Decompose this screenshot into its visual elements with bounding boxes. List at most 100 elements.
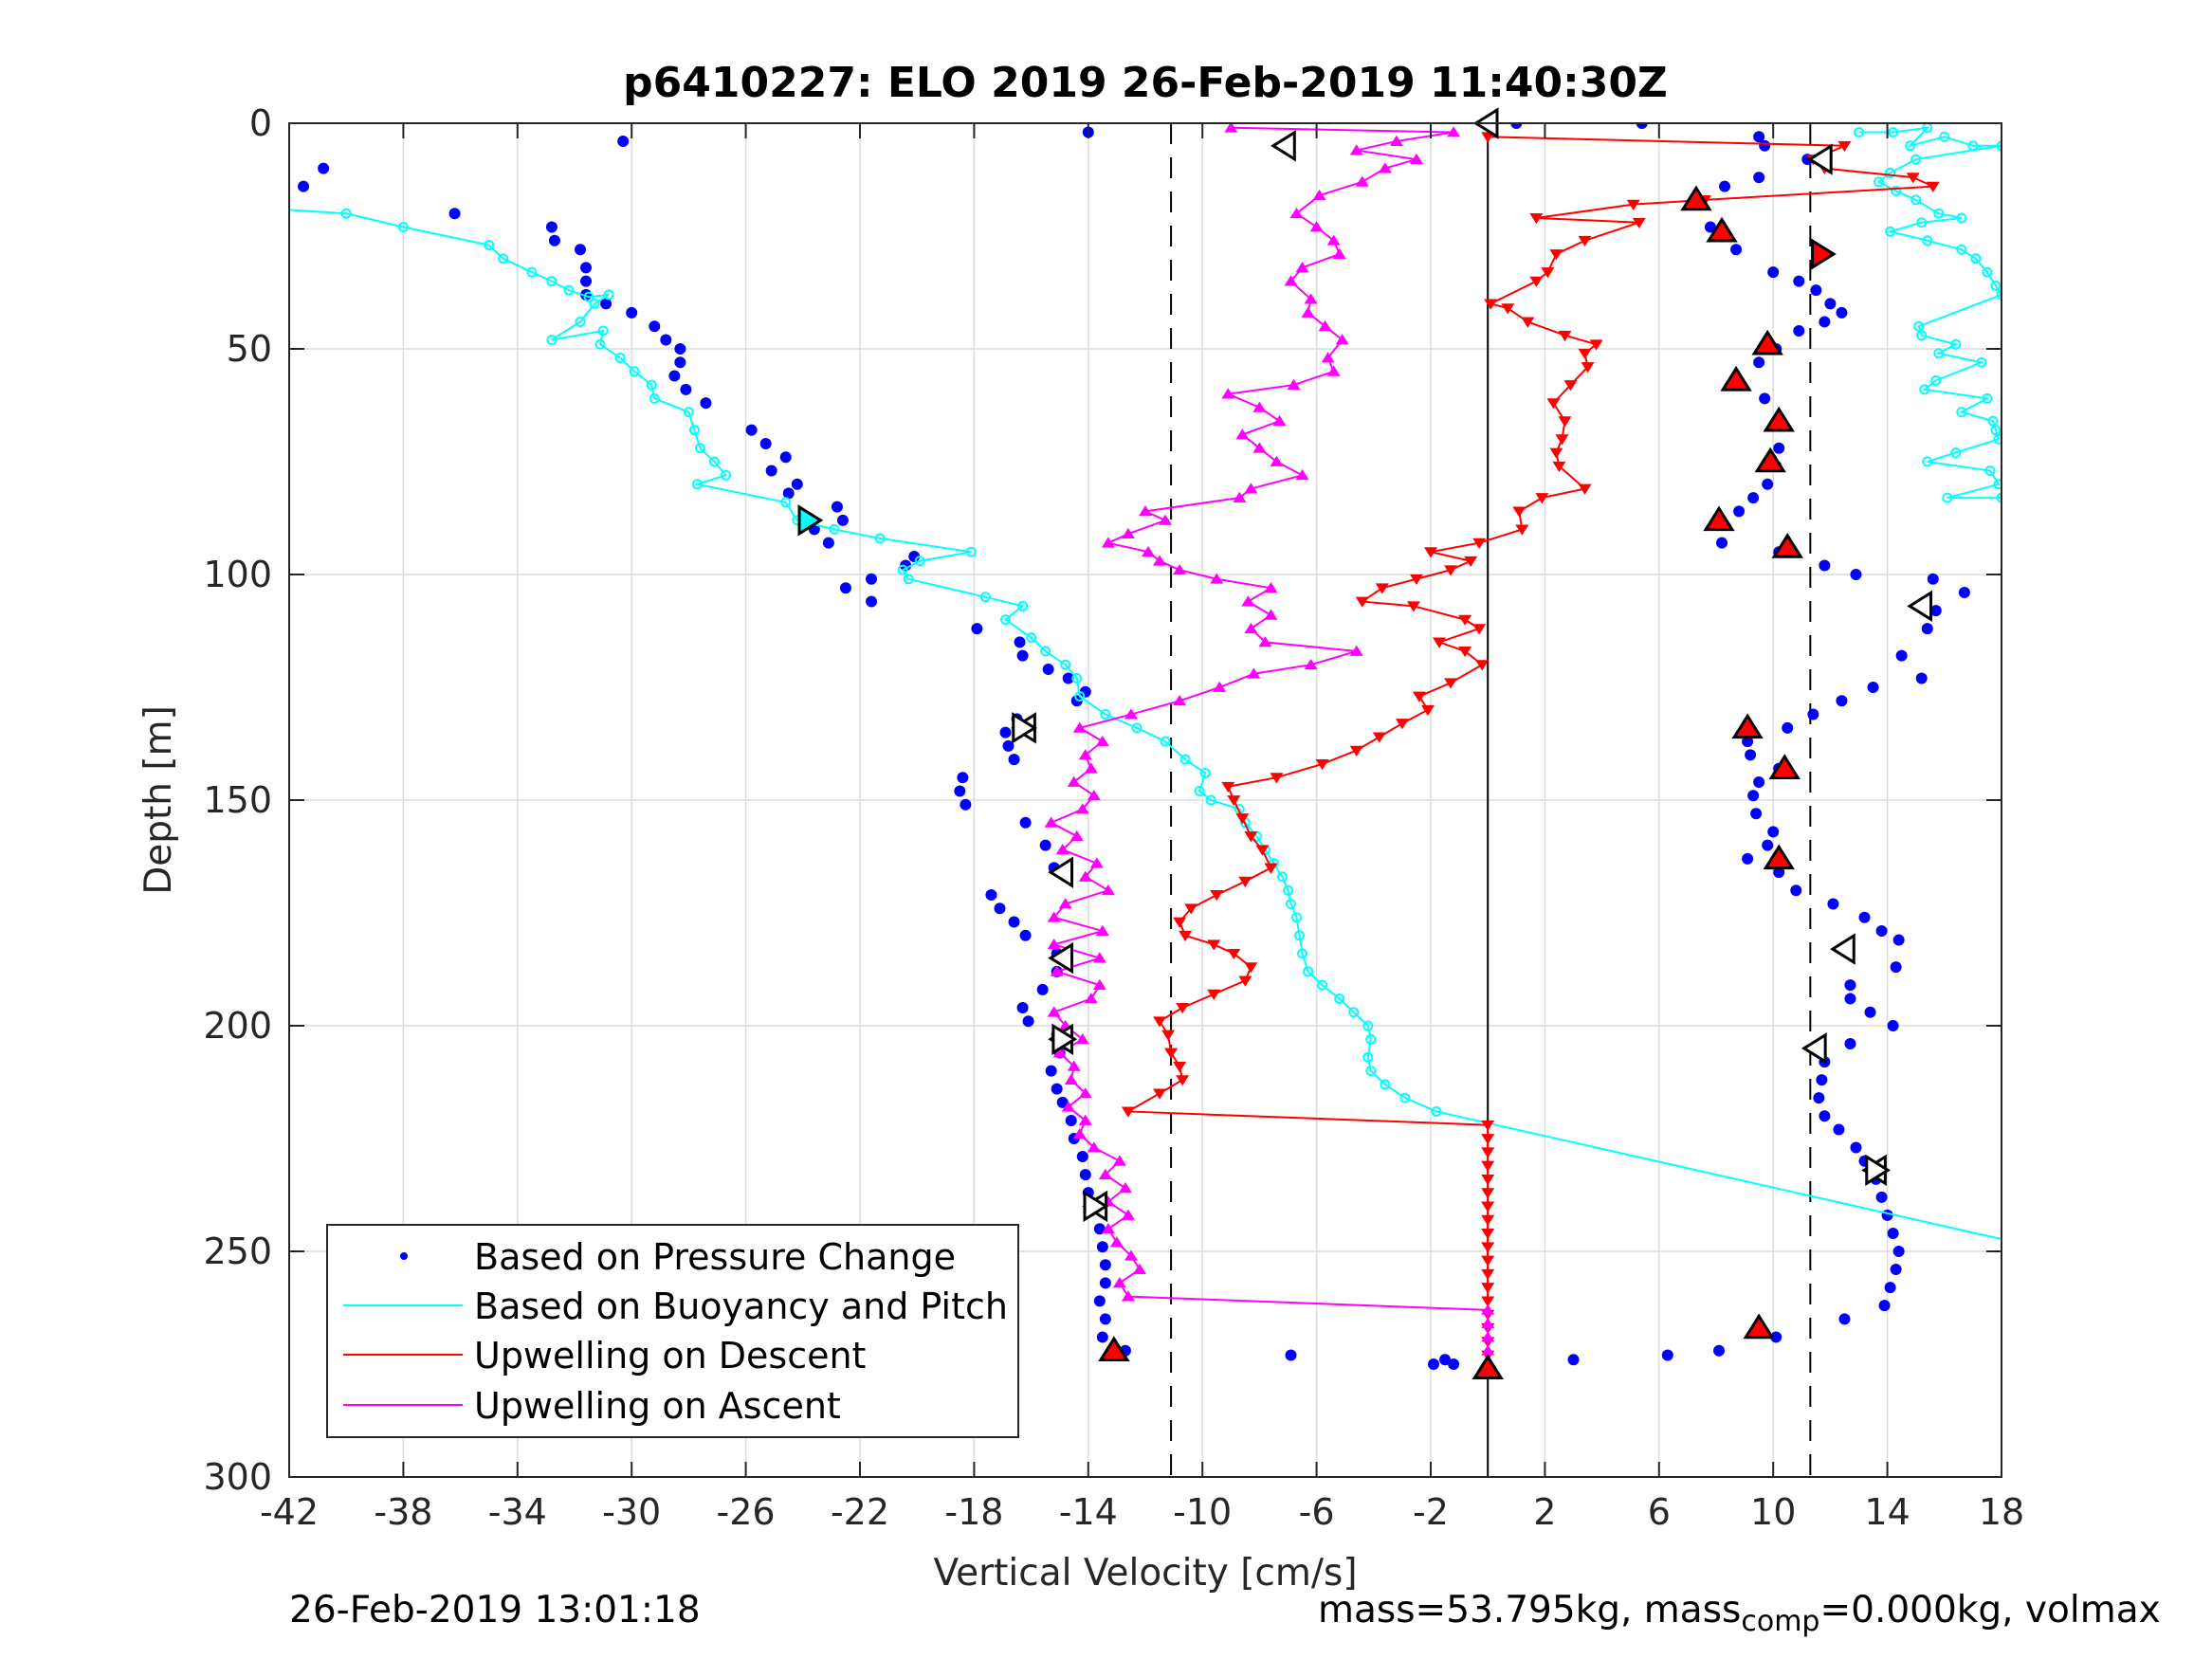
data-point <box>600 298 612 310</box>
data-point <box>1874 176 1885 188</box>
data-point <box>1326 234 1341 246</box>
legend-label-pressure: Based on Pressure Change <box>474 1236 956 1278</box>
data-point <box>1079 1169 1091 1181</box>
x-tick-label: -30 <box>602 1491 661 1533</box>
data-point <box>1238 975 1252 987</box>
red-up-marker <box>1763 844 1795 870</box>
data-point <box>1276 871 1288 883</box>
data-point <box>1549 249 1563 261</box>
white-left-marker <box>1271 130 1296 162</box>
data-point <box>1238 876 1252 887</box>
data-point <box>1976 356 1987 368</box>
data-point <box>1867 682 1879 693</box>
data-point <box>1078 1087 1092 1099</box>
series-4 <box>1044 123 1495 1369</box>
red-up-marker <box>1771 533 1803 558</box>
data-point <box>614 353 626 364</box>
data-point <box>1990 425 2002 436</box>
data-point <box>1252 442 1267 453</box>
data-point <box>999 726 1012 738</box>
data-point <box>1563 380 1578 392</box>
data-point <box>1264 863 1278 874</box>
data-point <box>1070 695 1083 707</box>
data-point <box>1098 1168 1112 1179</box>
data-point <box>1244 831 1258 843</box>
data-point <box>1062 672 1074 684</box>
y-tick-label: 250 <box>203 1231 272 1272</box>
data-point <box>1578 348 1592 360</box>
data-point <box>1636 123 1648 129</box>
data-point <box>721 469 732 481</box>
chart-title: p6410227: ELO 2019 26-Feb-2019 11:40:30Z <box>623 59 1668 107</box>
data-point <box>1092 978 1106 991</box>
data-point <box>694 443 705 454</box>
data-point <box>1472 538 1487 549</box>
footer-mass-rest: =0.000kg, volmax <box>1819 1589 2161 1632</box>
red-up-marker <box>1098 1336 1130 1362</box>
data-point <box>575 244 587 256</box>
data-point <box>1067 1060 1081 1071</box>
data-point <box>626 306 638 319</box>
data-point <box>1481 1147 1495 1158</box>
data-point <box>548 234 560 246</box>
data-point <box>1730 244 1743 256</box>
data-point <box>1365 1033 1377 1045</box>
red-right-marker <box>1811 238 1837 270</box>
data-point <box>1380 1079 1391 1090</box>
white-left-marker <box>1048 941 1074 975</box>
data-point <box>1395 719 1409 730</box>
red-up-marker <box>1703 505 1735 532</box>
data-point <box>1913 320 1925 332</box>
data-point <box>1933 208 1945 219</box>
data-point <box>1770 1331 1782 1343</box>
data-point <box>874 533 886 544</box>
series-line <box>289 209 2002 1241</box>
data-point <box>1112 1277 1126 1288</box>
data-point <box>1750 808 1763 820</box>
data-point <box>1295 468 1309 481</box>
data-point <box>1481 1242 1495 1253</box>
data-point <box>1878 1300 1891 1312</box>
data-point <box>680 383 692 395</box>
data-point <box>1334 993 1345 1004</box>
data-point <box>908 550 921 562</box>
legend-label-buoyancy: Based on Buoyancy and Pitch <box>474 1285 1008 1327</box>
data-point <box>1071 672 1083 684</box>
data-point <box>1349 645 1363 656</box>
data-point <box>1303 966 1314 977</box>
data-point <box>836 514 849 526</box>
data-point <box>1332 247 1346 259</box>
data-point <box>1716 537 1728 549</box>
data-point <box>1581 362 1595 374</box>
data-point <box>1244 962 1258 974</box>
marker-layer <box>797 107 1933 1380</box>
data-point <box>782 487 795 500</box>
data-point <box>1916 330 1928 341</box>
data-point <box>1844 993 1856 1005</box>
data-point <box>1072 1127 1087 1139</box>
data-point <box>1016 649 1029 662</box>
data-point <box>1096 1241 1108 1253</box>
data-point <box>1055 844 1069 855</box>
data-point <box>1982 392 1993 404</box>
axis-ticks: -42 -38 -34 -30 -26 -22 -18 -14 -10 -6 -2 2 6 10 14 180… <box>203 102 2024 1533</box>
data-point <box>1016 1001 1029 1013</box>
data-point <box>1060 659 1071 670</box>
data-point <box>1045 1065 1057 1077</box>
x-tick-label: 18 <box>1979 1491 2024 1533</box>
x-tick-label: -34 <box>488 1491 547 1533</box>
data-point <box>1967 140 1979 152</box>
data-point <box>1950 338 1962 350</box>
data-point <box>1810 284 1822 297</box>
data-point <box>1481 1229 1495 1240</box>
data-point <box>1987 415 1999 427</box>
data-point <box>448 208 461 220</box>
data-point <box>1836 306 1848 319</box>
data-point <box>674 343 686 355</box>
data-point <box>1819 316 1831 328</box>
data-point <box>1258 636 1272 647</box>
data-point <box>1850 569 1862 580</box>
data-point <box>1420 704 1435 717</box>
data-point <box>1578 235 1592 247</box>
data-point <box>1047 911 1061 922</box>
